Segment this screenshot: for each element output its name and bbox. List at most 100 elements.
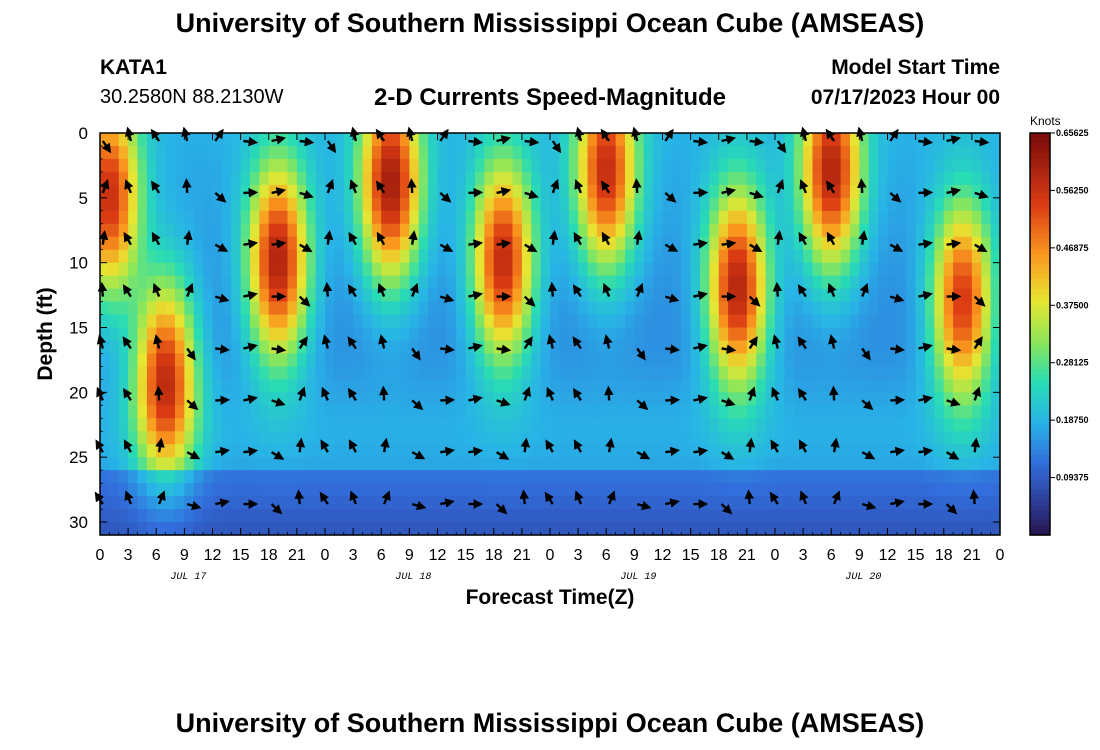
heatmap-cell xyxy=(175,327,185,342)
heatmap-cell xyxy=(484,223,495,238)
heatmap-cell xyxy=(615,327,626,342)
heatmap-cell xyxy=(925,145,935,160)
heatmap-cell xyxy=(615,470,626,484)
heatmap-cell xyxy=(653,262,664,277)
heatmap-cell xyxy=(100,509,110,523)
heatmap-cell xyxy=(334,145,345,160)
heatmap-cell xyxy=(962,171,973,186)
x-tick-label: 3 xyxy=(574,547,583,564)
heatmap-cell xyxy=(184,405,195,419)
heatmap-cell xyxy=(990,262,1001,277)
heatmap-cell xyxy=(371,353,382,368)
heatmap-cell xyxy=(934,236,945,251)
heatmap-cell xyxy=(859,210,870,225)
heatmap-cell xyxy=(409,236,420,251)
heatmap-cell xyxy=(409,444,420,458)
heatmap-cell xyxy=(578,133,589,147)
current-arrow xyxy=(859,282,869,298)
heatmap-cell xyxy=(343,288,354,303)
heatmap-cell xyxy=(446,470,457,484)
heatmap-cell xyxy=(840,379,851,393)
heatmap-cell xyxy=(493,405,504,419)
heatmap-cell xyxy=(850,483,860,497)
heatmap-cell xyxy=(784,210,795,225)
heatmap-cell xyxy=(887,210,898,225)
heatmap-cell xyxy=(981,522,992,536)
heatmap-cell xyxy=(484,418,495,432)
heatmap-cell xyxy=(887,236,898,251)
heatmap-cell xyxy=(287,327,298,342)
heatmap-cell xyxy=(165,171,176,186)
heatmap-cell xyxy=(240,457,251,471)
heatmap-cell xyxy=(493,522,504,536)
heatmap-cell xyxy=(859,418,870,432)
heatmap-cell xyxy=(925,158,935,173)
heatmap-cell xyxy=(146,133,157,147)
heatmap-cell xyxy=(568,275,579,290)
heatmap-cell xyxy=(915,249,926,264)
colorbar-segment xyxy=(1030,479,1050,486)
heatmap-cell xyxy=(990,509,1001,523)
heatmap-cell xyxy=(231,197,242,212)
heatmap-cell xyxy=(456,184,467,199)
heatmap-cell xyxy=(690,314,701,329)
heatmap-cell xyxy=(606,210,617,225)
heatmap-cell xyxy=(193,236,204,251)
heatmap-cell xyxy=(568,353,579,368)
heatmap-cell xyxy=(690,223,701,238)
heatmap-cell xyxy=(634,145,645,160)
heatmap-cell xyxy=(718,210,729,225)
heatmap-cell xyxy=(165,288,176,303)
heatmap-cell xyxy=(193,418,204,432)
heatmap-cell xyxy=(465,197,476,212)
heatmap-cell xyxy=(840,353,851,368)
heatmap-cell xyxy=(803,392,814,406)
heatmap-cell xyxy=(109,301,120,316)
heatmap-cell xyxy=(878,288,889,303)
current-arrow xyxy=(797,387,808,402)
heatmap-cell xyxy=(765,483,776,497)
heatmap-cell xyxy=(353,379,364,393)
heatmap-cell xyxy=(503,275,514,290)
heatmap-cell xyxy=(746,379,757,393)
heatmap-cell xyxy=(868,288,879,303)
heatmap-cell xyxy=(353,301,364,316)
heatmap-cell xyxy=(859,184,870,199)
heatmap-cell xyxy=(128,431,139,445)
current-arrow xyxy=(439,293,455,303)
heatmap-cell xyxy=(240,133,251,147)
y-tick-label: 30 xyxy=(69,513,88,532)
heatmap-cell xyxy=(709,210,720,225)
heatmap-cell xyxy=(690,249,701,264)
heatmap-cell xyxy=(512,431,523,445)
current-arrow xyxy=(636,450,651,460)
heatmap-cell xyxy=(587,457,598,471)
heatmap-cell xyxy=(718,418,729,432)
heatmap-cell xyxy=(268,457,279,471)
x-tick-label: 6 xyxy=(377,547,386,564)
heatmap-cell xyxy=(465,327,476,342)
heatmap-cell xyxy=(203,210,214,225)
heatmap-cell xyxy=(709,236,720,251)
heatmap-cell xyxy=(212,431,223,445)
heatmap-cell xyxy=(596,418,607,432)
current-arrow xyxy=(320,439,330,453)
heatmap-cell xyxy=(643,470,654,484)
heatmap-cell xyxy=(746,197,757,212)
heatmap-cell xyxy=(118,457,129,471)
heatmap-cell xyxy=(587,158,598,173)
heatmap-cell xyxy=(231,496,242,510)
heatmap-cell xyxy=(128,470,139,484)
heatmap-cell xyxy=(540,314,551,329)
heatmap-cell xyxy=(306,470,317,484)
heatmap-cell xyxy=(325,262,335,277)
heatmap-cell xyxy=(812,457,823,471)
heatmap-cell xyxy=(887,262,898,277)
heatmap-cell xyxy=(146,457,157,471)
heatmap-cell xyxy=(756,366,767,380)
heatmap-cell xyxy=(840,275,851,290)
heatmap-cell xyxy=(400,184,410,199)
heatmap-cell xyxy=(812,314,823,329)
heatmap-cell xyxy=(418,366,429,380)
heatmap-cell xyxy=(521,366,532,380)
